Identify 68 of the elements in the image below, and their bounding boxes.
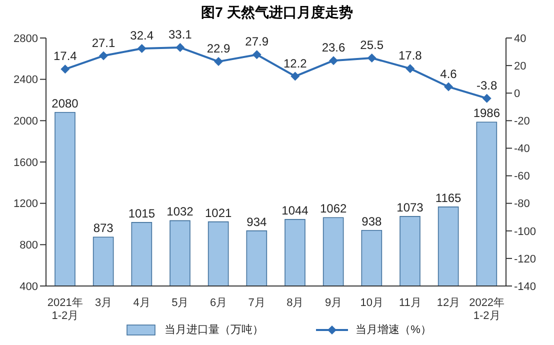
x-tick-label: 4月: [133, 297, 150, 309]
y2-tick-label: 0: [514, 88, 520, 100]
data-label: 1073: [396, 200, 424, 214]
data-label: 27.1: [92, 36, 116, 50]
x-tick-label: 9月: [324, 297, 342, 309]
y2-tick-label: -140: [514, 280, 536, 293]
point: [99, 51, 108, 60]
data-label: 33.1: [168, 28, 192, 42]
data-label: 934: [246, 214, 267, 229]
y2-tick-label: -80: [514, 198, 530, 210]
point: [60, 64, 70, 74]
data-label: 873: [93, 221, 114, 236]
data-label: -3.8: [476, 78, 498, 92]
y2-tick-label: 20: [514, 60, 526, 72]
y-tick-label: 800: [20, 240, 38, 252]
data-label: 32.4: [130, 28, 154, 42]
data-label: 1044: [282, 203, 309, 218]
x-tick-label: 8月: [286, 297, 304, 309]
y2-tick-label: 40: [514, 32, 526, 45]
data-label: 938: [362, 214, 382, 228]
point: [367, 53, 376, 62]
x-tick-label: 7月: [248, 297, 266, 309]
y2-tick-label: -40: [514, 143, 530, 156]
x-tick-label: 2022年 1-2月: [469, 297, 505, 322]
data-label: 1015: [128, 206, 156, 220]
data-label: 17.8: [398, 48, 422, 63]
y-tick-label: 2400: [14, 74, 38, 86]
point: [214, 57, 223, 66]
data-label: 1165: [435, 190, 462, 205]
x-tick-label: 12月: [436, 297, 460, 309]
point: [137, 44, 146, 53]
data-label: 2080: [52, 96, 79, 110]
data-label: 1032: [166, 204, 194, 219]
y-tick-label: 2000: [14, 116, 38, 128]
y-tick-label: 1600: [14, 156, 38, 169]
x-tick-label: 10月: [360, 297, 384, 309]
data-label: 27.9: [245, 34, 269, 49]
point: [406, 64, 415, 74]
y2-tick-label: -60: [514, 170, 530, 183]
legend-label: 当月进口量（万吨）: [164, 323, 264, 337]
data-label: 1986: [473, 106, 500, 120]
y-tick-label: 1200: [14, 198, 38, 210]
data-label: 17.4: [53, 49, 78, 64]
x-tick-label: 11月: [398, 297, 422, 309]
y-tick-label: 2800: [14, 32, 38, 45]
y-tick-label: 400: [20, 280, 38, 293]
chart-title: 图7 天然气进口月度走势: [200, 3, 354, 22]
x-tick-label: 2021年 1-2月: [47, 297, 83, 322]
point: [329, 56, 338, 66]
x-tick-label: 5月: [172, 297, 189, 309]
data-label: 1021: [204, 206, 232, 220]
y2-tick-label: -100: [514, 226, 536, 238]
x-tick-label: 3月: [94, 297, 112, 309]
point: [482, 94, 492, 103]
data-label: 1062: [320, 202, 348, 216]
data-label: 23.6: [322, 40, 346, 55]
point: [290, 72, 300, 81]
data-label: 22.9: [206, 42, 230, 56]
point: [444, 82, 453, 92]
point: [176, 43, 185, 52]
y2-tick-label: -120: [514, 253, 536, 266]
x-tick-label: 6月: [210, 297, 228, 309]
y2-tick-label: -20: [514, 116, 530, 128]
data-label: 4.6: [440, 66, 458, 81]
legend-label: 当月增速（%）: [356, 323, 432, 337]
data-label: 12.2: [283, 56, 308, 70]
data-label: 25.5: [360, 38, 384, 52]
point: [252, 50, 262, 60]
